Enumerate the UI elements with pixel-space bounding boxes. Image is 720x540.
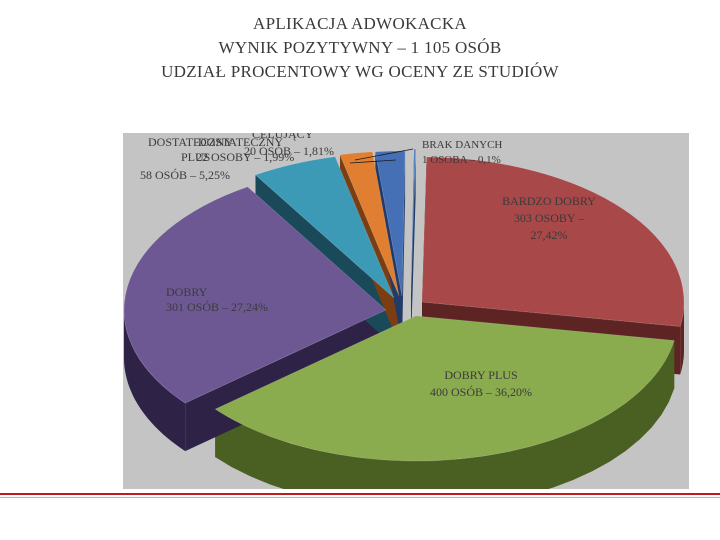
slice-labels: BARDZO DOBRY 303 OSOBY – 27,42% DOBRY PLUS 4… [140, 133, 596, 399]
slice-label-line: 58 OSÓB – 5,25% [140, 168, 230, 182]
pie-slice-dostateczny [339, 151, 400, 297]
slice-label-line: DOBRY PLUS [444, 368, 517, 382]
slice-label-celujący: CELUJĄCY 20 OSÓB – 1,81% [244, 133, 334, 158]
pie-chart: BARDZO DOBRY 303 OSOBY – 27,42% DOBRY PLUS 4… [123, 133, 685, 489]
slice-label-dobry: DOBRY 301 OSÓB – 27,24% [166, 285, 268, 314]
slice-label-line: 400 OSÓB – 36,20% [430, 385, 532, 399]
chart-title: APLIKACJA ADWOKACKA WYNIK POZYTYWNY – 1 … [0, 12, 720, 84]
slice-label-bardzo-dobry: BARDZO DOBRY 303 OSOBY – 27,42% [502, 194, 596, 242]
slice-wall-brak-danych [411, 149, 416, 342]
slice-label-line: 27,42% [531, 228, 568, 242]
slice-label-dostateczny-plus: DOSTATECZNY PLUS 58 OSÓB – 5,25% [140, 135, 233, 182]
pie-slice-dobry-plus [214, 315, 675, 462]
slice-label-line: BARDZO DOBRY [502, 194, 596, 208]
leader-lines [349, 148, 414, 164]
slice-label-line: 301 OSÓB – 27,24% [166, 300, 268, 314]
leader-line-celujący [349, 159, 397, 164]
pie-tops [123, 148, 685, 462]
slice-label-dobry-plus: DOBRY PLUS 400 OSÓB – 36,20% [430, 368, 532, 399]
slice-label-line: BRAK DANYCH [422, 139, 502, 151]
slice-label-line: 20 OSÓB – 1,81% [244, 144, 334, 158]
footer-divider [0, 493, 720, 495]
slice-label-brak-danych: BRAK DANYCH 1 OSOBA – 0,1% [422, 139, 502, 166]
slice-label-line: PLUS [181, 150, 210, 164]
slice-label-line: 1 OSOBA – 0,1% [422, 154, 501, 166]
plot-area: BARDZO DOBRY 303 OSOBY – 27,42% DOBRY PLUS 4… [123, 133, 689, 489]
pie-slice-bardzo-dobry [421, 156, 685, 327]
slice-label-line: 303 OSOBY – [514, 211, 585, 225]
slice-side-dobry [124, 310, 186, 452]
slice-label-line: DOSTATECZNY [148, 135, 233, 149]
pie-slice-celujący [374, 150, 406, 297]
slice-label-line: DOSTATECZNY [198, 135, 283, 149]
pie-slice-brak-danych [410, 148, 417, 295]
slice-wall-celujący [402, 151, 406, 344]
title-line-1: APLIKACJA ADWOKACKA [253, 14, 467, 33]
pie-slice-dobry [123, 186, 387, 404]
slice-side-dobry-plus [215, 340, 675, 489]
slice-label-line: 22 OSOBY – 1,99% [196, 150, 294, 164]
slice-label-dostateczny: DOSTATECZNY 22 OSOBY – 1,99% [196, 135, 294, 164]
title-line-3: UDZIAŁ PROCENTOWY WG OCENY ZE STUDIÓW [161, 62, 559, 81]
slice-label-line: CELUJĄCY [252, 133, 314, 141]
pie-slice-dostateczny-plus [254, 156, 395, 299]
slice-side-bardzo-dobry [680, 302, 684, 375]
title-line-2: WYNIK POZYTYWNY – 1 105 OSÓB [218, 38, 502, 57]
leader-line-brak-danych [354, 148, 414, 161]
footer-divider-thin [0, 497, 720, 498]
slice-label-line: DOBRY [166, 285, 208, 299]
